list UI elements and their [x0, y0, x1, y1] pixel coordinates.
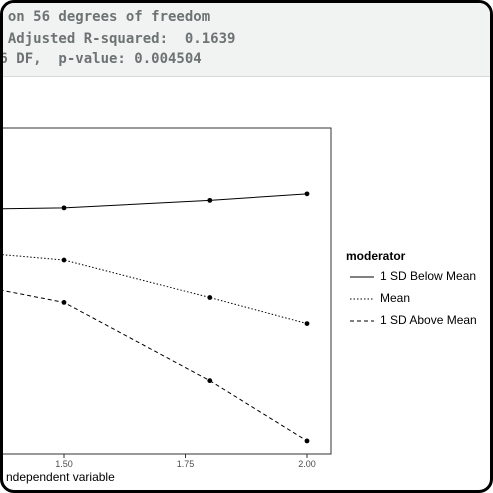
legend: moderator 1 SD Below Mean Mean 1 SD Abov… [346, 248, 486, 332]
x-axis-title: ndependent variable [6, 470, 115, 484]
console-line-degrees-of-freedom: 8 on 56 degrees of freedom [0, 9, 211, 25]
series-0-point-1 [61, 205, 67, 211]
plot-panel-border [3, 127, 332, 455]
series-1-point-3 [304, 321, 310, 326]
series-line-0 [3, 193, 308, 210]
console-line-p-value: 56 DF, p-value: 0.004504 [0, 51, 202, 67]
legend-item-below-mean: 1 SD Below Mean [346, 266, 486, 288]
legend-key-dashed-line [350, 320, 374, 322]
series-2-point-3 [304, 438, 310, 444]
legend-label-above-mean: 1 SD Above Mean [380, 313, 477, 327]
series-1-point-2 [207, 295, 213, 300]
legend-label-below-mean: 1 SD Below Mean [380, 269, 477, 283]
legend-key-solid-line [350, 276, 374, 278]
legend-item-mean: Mean [346, 288, 486, 310]
plot-area: 1.50 1.75 2.00 ndependent variable moderat… [3, 78, 490, 490]
legend-title: moderator [346, 249, 406, 263]
series-0-point-3 [304, 191, 310, 197]
console-output: 8 on 56 degrees of freedom Adjusted R-sq… [3, 3, 490, 77]
legend-label-mean: Mean [380, 291, 411, 305]
x-tick-label-0: 1.50 [55, 459, 73, 469]
legend-key-dotted-line [350, 298, 374, 300]
x-tick-label-2: 2.00 [298, 459, 316, 469]
console-line-adjusted-r-squared: Adjusted R-squared: 0.1639 [0, 31, 236, 47]
legend-item-above-mean: 1 SD Above Mean [346, 310, 486, 332]
series-2-point-1 [61, 300, 67, 305]
series-0-point-2 [207, 197, 213, 203]
series-line-1 [3, 254, 308, 325]
series-2-point-2 [207, 378, 213, 384]
interaction-plot: 1.50 1.75 2.00 ndependent variable [3, 127, 332, 484]
series-line-2 [3, 290, 308, 442]
series-1-point-1 [61, 257, 67, 263]
x-tick-label-1: 1.75 [177, 459, 195, 469]
